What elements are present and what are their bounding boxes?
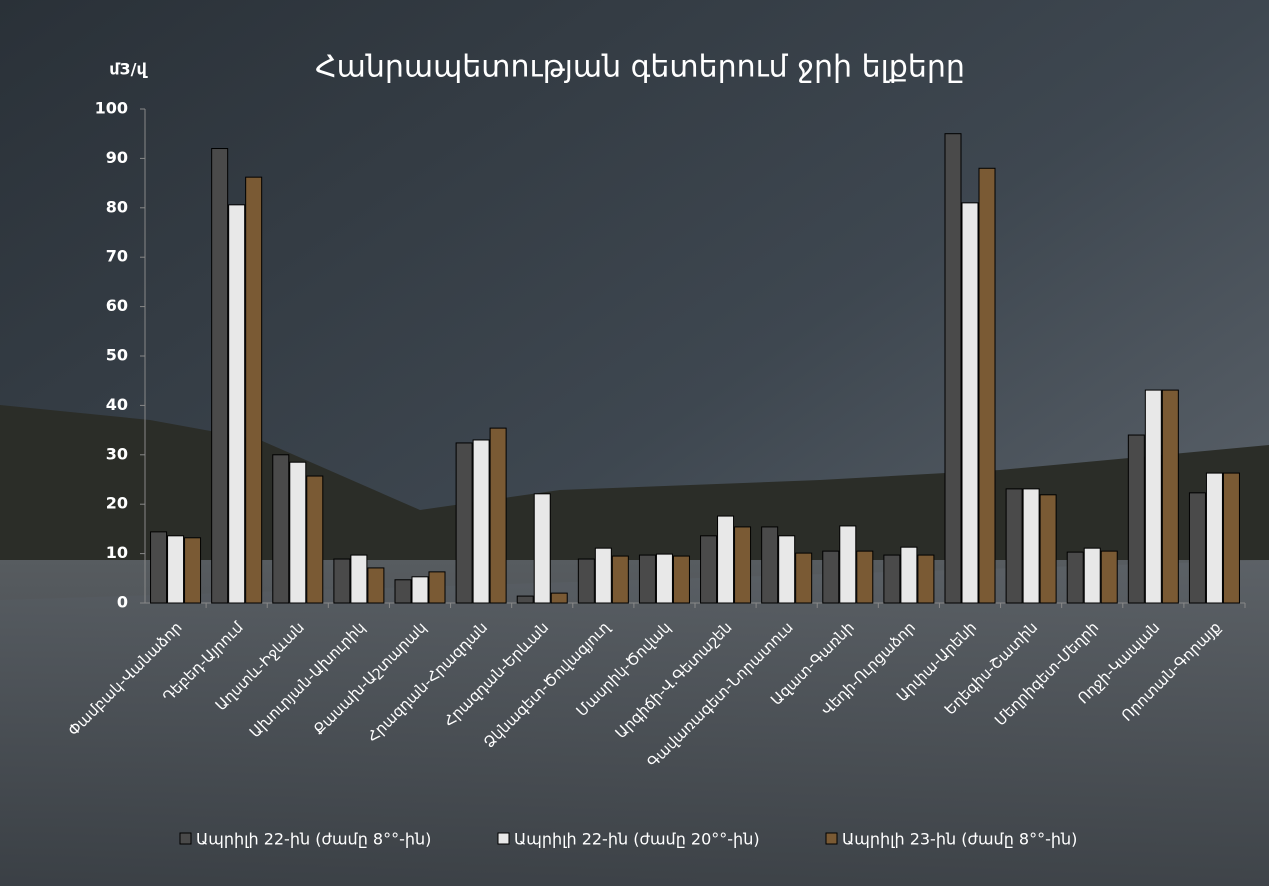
bar: [1222, 472, 1240, 604]
bar: [839, 525, 857, 604]
bar: [533, 493, 551, 604]
bar: [1100, 550, 1118, 604]
bar: [856, 550, 874, 604]
y-tick-label: 0: [117, 593, 128, 612]
bar: [272, 454, 290, 604]
bar: [761, 526, 779, 604]
bar: [333, 558, 351, 604]
bar: [367, 567, 385, 604]
bar: [1205, 472, 1223, 604]
bar: [778, 535, 796, 604]
bar: [577, 558, 595, 604]
bar: [917, 554, 935, 604]
y-tick-label: 70: [106, 247, 128, 266]
water: [0, 560, 1269, 886]
bar: [455, 442, 473, 604]
y-tick-label: 50: [106, 346, 128, 365]
bar: [1083, 547, 1101, 604]
bar: [211, 148, 229, 604]
legend-swatch: [179, 832, 192, 845]
bar: [611, 555, 629, 604]
y-tick-label: 90: [106, 148, 128, 167]
bar: [638, 554, 656, 604]
legend-swatch: [497, 832, 510, 845]
bar: [1161, 389, 1179, 604]
bar: [1188, 492, 1206, 604]
bar: [516, 595, 534, 604]
bar: [883, 554, 901, 604]
y-tick-label: 40: [106, 395, 128, 414]
bar: [228, 204, 246, 604]
y-tick-label: 20: [106, 494, 128, 513]
bar: [900, 546, 918, 604]
bar: [184, 537, 202, 604]
bar: [428, 571, 446, 604]
bar: [594, 547, 612, 604]
bar: [350, 554, 368, 604]
legend-swatch: [825, 832, 838, 845]
bar: [394, 579, 412, 604]
y-tick-label: 80: [106, 197, 128, 216]
legend-label: Ապրիլի 22-ին (ժամը 20°°-ին): [514, 830, 760, 849]
bar: [1022, 488, 1040, 604]
bar: [167, 535, 185, 604]
bar: [1039, 494, 1057, 604]
bar: [245, 176, 263, 604]
y-tick-label: 100: [95, 99, 128, 118]
bar: [289, 461, 307, 604]
bar: [795, 552, 813, 604]
chart-title: Հանրապետության գետերում ջրի ելքերը: [315, 50, 965, 85]
bar: [150, 531, 168, 604]
bar: [1144, 389, 1162, 604]
bar: [1066, 551, 1084, 604]
bar: [655, 553, 673, 604]
bar: [550, 592, 568, 604]
bar: [944, 133, 962, 604]
bar: [672, 555, 690, 604]
bar: [961, 202, 979, 604]
bar: [978, 167, 996, 604]
bar: [822, 550, 840, 604]
bar: [411, 576, 429, 604]
bar: [489, 427, 507, 604]
y-tick-label: 30: [106, 444, 128, 463]
y-axis-label: մ3/վ: [109, 60, 148, 79]
bar: [472, 439, 490, 604]
bar: [306, 475, 324, 604]
bar: [1005, 488, 1023, 604]
y-tick-label: 10: [106, 543, 128, 562]
legend-label: Ապրիլի 23-ին (ժամը 8°°-ին): [842, 830, 1077, 849]
bar: [734, 526, 752, 604]
bar: [700, 535, 718, 604]
bar: [717, 515, 735, 604]
y-tick-label: 60: [106, 296, 128, 315]
bar: [1127, 434, 1145, 604]
legend-label: Ապրիլի 22-ին (ժամը 8°°-ին): [196, 830, 431, 849]
